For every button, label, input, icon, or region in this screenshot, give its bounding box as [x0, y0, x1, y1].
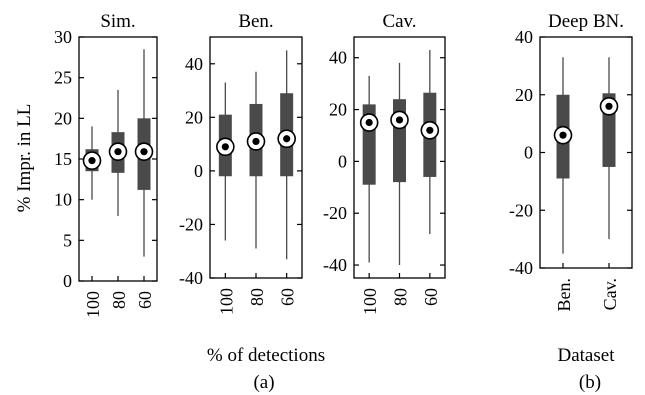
- plot-frame: [539, 36, 633, 269]
- panel-1: Sim. 0 5 10 15 20 25 30 100 80 60: [54, 11, 158, 318]
- median-dot-2: [395, 116, 404, 124]
- y-tick-label: 25: [54, 68, 72, 88]
- y-tick-label: 15: [54, 149, 72, 169]
- y-tick-label: -40: [509, 258, 533, 278]
- x-tick-label: 80: [247, 288, 267, 306]
- y-tick-label: 0: [194, 161, 203, 181]
- x-tick-label: 60: [278, 288, 298, 306]
- panel-4: Deep BN. -40 -20 0 20 40 Ben. Cav.: [509, 11, 633, 312]
- y-tick-label: -40: [179, 268, 203, 288]
- median-dot-3: [283, 135, 291, 143]
- x-tick-label: Ben.: [554, 278, 574, 312]
- median-dot-2: [114, 148, 122, 156]
- y-tick-label: 20: [54, 108, 72, 128]
- y-tick-label: -20: [179, 214, 203, 234]
- median-dot-2: [252, 137, 260, 146]
- y-tick-label: 20: [185, 107, 203, 127]
- y-tick-label: -40: [323, 255, 347, 275]
- y-tick-label: 30: [54, 27, 72, 47]
- y-tick-label: 5: [63, 230, 72, 250]
- caption-b: (b): [579, 372, 601, 393]
- median-dot-2: [605, 102, 613, 110]
- y-tick-label: 40: [329, 48, 347, 68]
- median-dot-1: [559, 131, 567, 139]
- x-axis-label-b: Dataset: [558, 345, 616, 366]
- panel-title: Cav.: [382, 11, 416, 32]
- y-tick-label: 0: [338, 151, 347, 171]
- y-tick-label: 40: [185, 54, 203, 74]
- x-tick-label: 60: [135, 291, 155, 309]
- panel-title: Sim.: [100, 11, 135, 32]
- median-dot-1: [221, 143, 229, 151]
- median-dot-1: [88, 157, 96, 165]
- panel-title: Ben.: [238, 11, 273, 32]
- y-tick-label: 20: [329, 100, 347, 120]
- x-tick-label: 60: [421, 288, 441, 306]
- y-tick-label: -20: [509, 200, 533, 220]
- x-tick-label: Cav.: [600, 278, 620, 310]
- caption-a: (a): [253, 372, 274, 393]
- x-tick-label: 100: [83, 291, 103, 318]
- x-tick-label: 100: [216, 288, 236, 315]
- median-dot-3: [426, 126, 434, 134]
- y-tick-label: 0: [63, 271, 72, 291]
- y-tick-label: 20: [515, 85, 533, 105]
- x-axis-label-a: % of detections: [207, 345, 325, 366]
- y-tick-label: 10: [54, 190, 72, 210]
- y-axis-label: % Impr. in LL: [14, 104, 35, 213]
- median-dot-1: [365, 118, 373, 127]
- x-tick-label: 100: [360, 288, 380, 315]
- x-tick-label: 80: [109, 291, 129, 309]
- panel-title: Deep BN.: [548, 11, 624, 32]
- x-tick-label: 80: [391, 288, 411, 306]
- y-tick-label: 40: [515, 27, 533, 47]
- panels: Sim. 0 5 10 15 20 25 30 100 80 60 Ben. -40 -20 0 20 40 10…: [54, 11, 633, 318]
- panel-2: Ben. -40 -20 0 20 40 100 80 60: [179, 11, 303, 315]
- y-tick-label: 0: [524, 143, 533, 163]
- panel-3: Cav. -40 -20 0 20 40 100 80 60: [323, 11, 446, 315]
- median-dot-3: [140, 148, 148, 156]
- y-tick-label: -20: [323, 203, 347, 223]
